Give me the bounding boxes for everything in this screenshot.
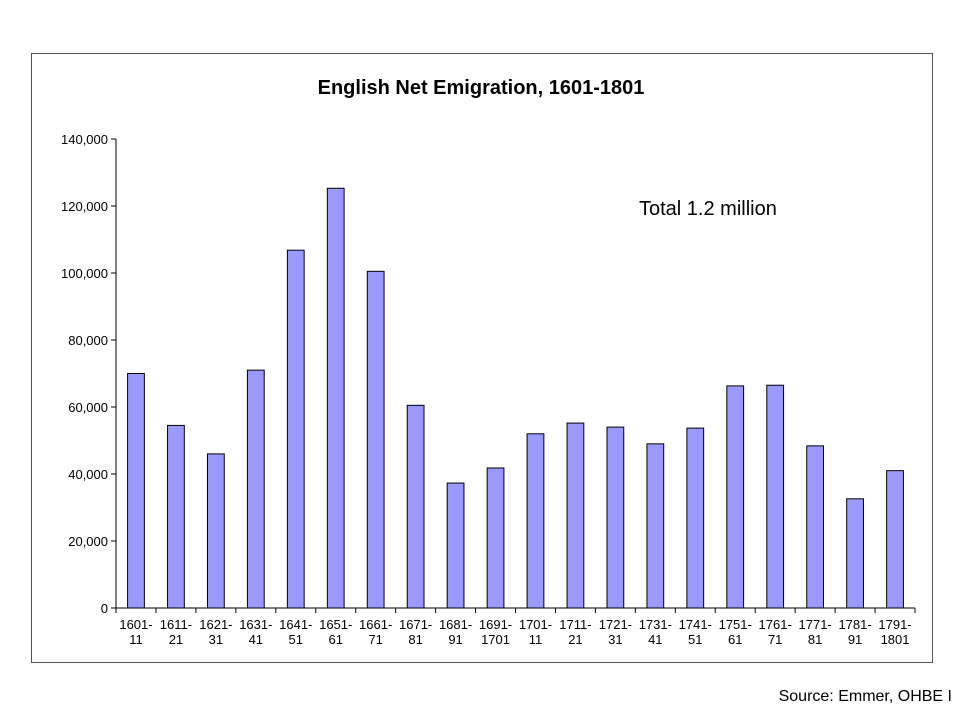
bar: [526, 433, 545, 609]
x-tick-label-line: 1761-: [759, 617, 792, 632]
bar: [766, 384, 785, 609]
bar: [366, 270, 385, 609]
x-tick-label-line: 91: [448, 632, 462, 647]
bar: [127, 373, 145, 609]
bar: [246, 369, 265, 609]
x-tick-label-line: 61: [728, 632, 742, 647]
y-axis: 0 20,000 40,000 60,000 80,000 100,000 120,000 1…: [61, 132, 117, 616]
x-tick-label-line: 11: [529, 632, 543, 647]
x-tick-label: 1691-1701: [479, 617, 512, 647]
y-tick-label: 100,000: [61, 266, 108, 281]
bar: [606, 426, 625, 609]
bar: [206, 453, 225, 609]
x-axis: 1601-111611-211621-311631-411641-511651-…: [115, 607, 916, 647]
x-tick-label-line: 1751-: [719, 617, 752, 632]
x-tick-label: 1631-41: [239, 617, 272, 647]
x-tick-label-line: 1801: [881, 632, 910, 647]
x-tick-label-line: 31: [209, 632, 223, 647]
x-tick-label: 1751-61: [719, 617, 752, 647]
bar: [806, 445, 825, 609]
bar: [286, 249, 305, 609]
x-tick-label: 1671-81: [399, 617, 432, 647]
bar: [646, 443, 665, 609]
y-tick-label: 80,000: [68, 333, 108, 348]
x-tick-label-line: 1731-: [639, 617, 672, 632]
y-tick-label: 60,000: [68, 400, 108, 415]
x-tick-label-line: 1791-: [878, 617, 911, 632]
x-tick-label: 1611-21: [160, 617, 192, 647]
x-tick-label-line: 71: [768, 632, 782, 647]
chart-annotation: Total 1.2 million: [639, 198, 777, 220]
x-tick-label-line: 31: [608, 632, 622, 647]
bar: [446, 482, 465, 609]
bars: [127, 187, 904, 609]
x-tick-label-line: 1621-: [199, 617, 232, 632]
x-tick-label: 1741-51: [679, 617, 712, 647]
x-tick-label-line: 41: [648, 632, 662, 647]
y-tick-label: 40,000: [68, 467, 108, 482]
x-tick-label-line: 1651-: [319, 617, 352, 632]
x-tick-label: 1701-11: [519, 617, 552, 647]
x-tick-label-line: 1701: [481, 632, 510, 647]
x-tick-label-line: 11: [129, 632, 143, 647]
x-tick-label-line: 1771-: [799, 617, 832, 632]
bar: [486, 467, 505, 609]
y-tick-label: 0: [101, 601, 108, 616]
chart-svg: English Net Emigration, 1601-1801 Total …: [61, 77, 916, 647]
x-tick-label-line: 1661-: [359, 617, 392, 632]
bar: [326, 187, 345, 609]
y-tick-label: 120,000: [61, 199, 108, 214]
x-tick-label-line: 1671-: [399, 617, 432, 632]
x-tick-label: 1721-31: [599, 617, 632, 647]
x-tick-label-line: 81: [408, 632, 422, 647]
x-tick-label: 1651-61: [319, 617, 352, 647]
x-tick-label-line: 71: [368, 632, 382, 647]
x-tick-label: 1661-71: [359, 617, 392, 647]
x-tick-label-line: 1641-: [279, 617, 312, 632]
x-tick-label: 1681-91: [439, 617, 472, 647]
bar: [167, 424, 185, 609]
bar: [566, 422, 585, 609]
x-tick-label-line: 1691-: [479, 617, 512, 632]
bar: [886, 470, 904, 609]
x-tick-label-line: 1611-: [160, 617, 192, 632]
chart-frame: English Net Emigration, 1601-1801 Total …: [31, 53, 933, 663]
x-tick-label-line: 61: [328, 632, 342, 647]
x-tick-label-line: 21: [169, 632, 183, 647]
x-tick-label: 1791-1801: [878, 617, 911, 647]
x-tick-label-line: 81: [808, 632, 822, 647]
bar: [406, 404, 425, 609]
chart-title: English Net Emigration, 1601-1801: [318, 77, 645, 99]
x-tick-label: 1711-21: [559, 617, 591, 647]
x-tick-label-line: 1781-: [838, 617, 871, 632]
x-tick-label-line: 21: [568, 632, 582, 647]
x-tick-label-line: 51: [289, 632, 303, 647]
x-tick-label-line: 1701-: [519, 617, 552, 632]
x-tick-label-line: 1681-: [439, 617, 472, 632]
y-tick-label: 140,000: [61, 132, 108, 147]
x-tick-label: 1781-91: [838, 617, 871, 647]
x-tick-label-line: 1721-: [599, 617, 632, 632]
bar: [726, 385, 745, 609]
x-tick-label-line: 1741-: [679, 617, 712, 632]
x-tick-label: 1771-81: [799, 617, 832, 647]
x-tick-label: 1761-71: [759, 617, 792, 647]
y-tick-label: 20,000: [68, 534, 108, 549]
bar: [846, 498, 864, 609]
x-tick-label-line: 1631-: [239, 617, 272, 632]
x-tick-label: 1641-51: [279, 617, 312, 647]
x-tick-label-line: 1711-: [559, 617, 591, 632]
source-note: Source: Emmer, OHBE I: [778, 688, 952, 705]
x-tick-label-line: 1601-: [119, 617, 152, 632]
x-tick-label: 1731-41: [639, 617, 672, 647]
bar: [686, 427, 705, 609]
x-tick-label-line: 51: [688, 632, 702, 647]
x-tick-label-line: 41: [249, 632, 263, 647]
x-tick-label: 1621-31: [199, 617, 232, 647]
x-tick-label: 1601-11: [119, 617, 152, 647]
x-tick-label-line: 91: [848, 632, 862, 647]
